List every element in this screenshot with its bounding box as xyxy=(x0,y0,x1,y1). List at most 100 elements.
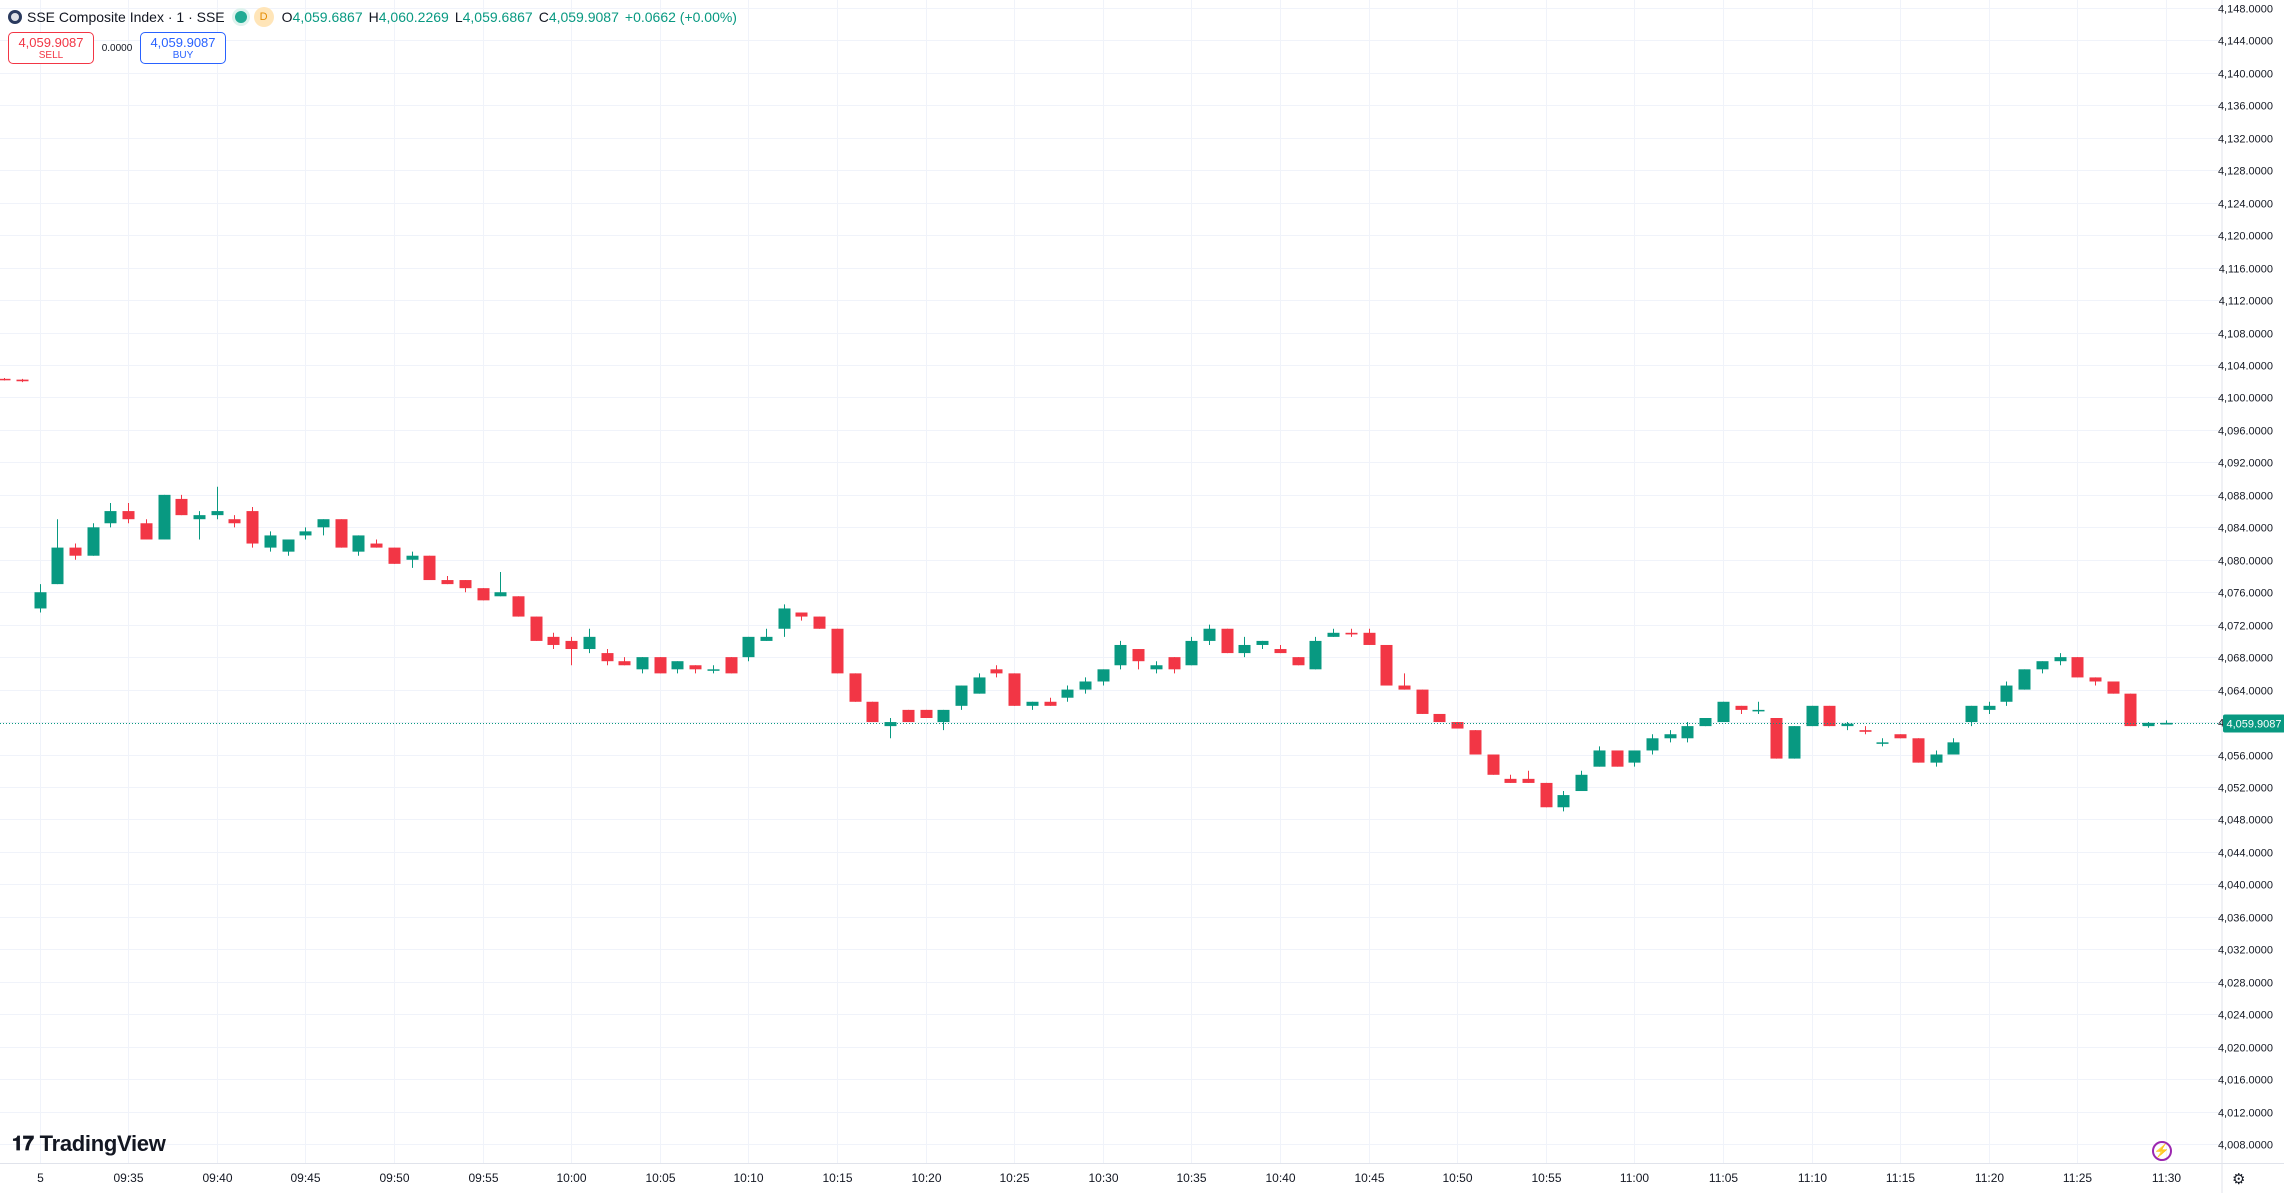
symbol-title[interactable]: SSE Composite Index · 1 · SSE xyxy=(27,9,225,25)
high-value: 4,060.2269 xyxy=(378,9,449,25)
buy-price: 4,059.9087 xyxy=(150,35,216,50)
low-value: 4,059.6867 xyxy=(462,9,533,25)
price-tick-label: 4,112.0000 xyxy=(2219,296,2273,308)
candle-up xyxy=(937,709,950,731)
candle-down xyxy=(1416,689,1429,714)
open-key: O xyxy=(281,9,293,25)
candle-up xyxy=(707,665,720,674)
candle-up xyxy=(317,519,330,536)
candle-body xyxy=(1168,657,1181,670)
candle-body xyxy=(1646,738,1659,751)
time-tick-label: 10:25 xyxy=(999,1171,1029,1185)
candle-body xyxy=(1416,689,1429,714)
candle-up xyxy=(583,628,596,654)
candle-up xyxy=(955,685,968,710)
candle-body xyxy=(1380,644,1393,686)
close-key: C xyxy=(538,9,549,25)
time-tick-label: 11:30 xyxy=(2152,1171,2181,1185)
price-tick-label: 4,012.0000 xyxy=(2218,1108,2273,1120)
candle-down xyxy=(388,547,401,564)
candle-body xyxy=(618,661,631,666)
sell-price: 4,059.9087 xyxy=(18,35,84,50)
candle-down xyxy=(866,701,879,723)
time-axis[interactable]: 5 09:35 09:40 09:45 09:50 09:55 10:00 10:05 10:1… xyxy=(0,1163,2284,1186)
candle-down xyxy=(459,580,472,593)
candle-up xyxy=(1965,705,1978,727)
price-tick-label: 4,036.0000 xyxy=(2218,913,2273,925)
price-tick-label: 4,088.0000 xyxy=(2218,491,2273,503)
candle-down xyxy=(228,515,241,528)
candle-down xyxy=(1823,705,1836,727)
price-tick-label: 4,084.0000 xyxy=(2218,523,2273,535)
candle-up xyxy=(494,571,507,597)
candle-body xyxy=(1628,750,1641,763)
candle-body xyxy=(2036,661,2049,670)
tradingview-logo[interactable]: 𝟏𝟕 TradingView xyxy=(12,1131,166,1157)
open-value: 4,059.6867 xyxy=(292,9,363,25)
candle-body xyxy=(973,677,986,694)
candle-down xyxy=(122,502,135,524)
chart-grid xyxy=(0,0,2222,1163)
buy-button[interactable]: 4,059.9087 BUY xyxy=(140,32,226,64)
candle-up xyxy=(1097,669,1110,686)
candle-up xyxy=(1876,738,1889,747)
candle-body xyxy=(990,669,1003,674)
candle-body xyxy=(264,535,277,548)
candle-down xyxy=(1770,718,1783,759)
candle-down xyxy=(689,665,702,674)
candle-down xyxy=(1859,726,1872,735)
candle-body xyxy=(299,531,312,536)
candle-body xyxy=(1132,649,1145,662)
candle-down xyxy=(813,616,826,629)
sell-button[interactable]: 4,059.9087 SELL xyxy=(8,32,94,64)
candle-down xyxy=(725,657,738,674)
price-tick-label: 4,104.0000 xyxy=(2218,361,2273,373)
candle-down xyxy=(1611,750,1624,767)
price-tick-label: 4,116.0000 xyxy=(2219,264,2273,276)
candle-body xyxy=(583,636,596,650)
candle-up xyxy=(973,673,986,694)
candle-up xyxy=(352,535,365,556)
candle-body xyxy=(671,661,684,670)
candle-down xyxy=(1292,657,1305,666)
candle-up xyxy=(884,718,897,739)
sell-label: SELL xyxy=(38,50,64,61)
candle-body xyxy=(1823,705,1836,727)
candle-body xyxy=(0,378,11,381)
logo-text: TradingView xyxy=(39,1131,166,1156)
time-tick-label: 11:25 xyxy=(2063,1171,2092,1185)
candle-up xyxy=(1026,701,1039,710)
candle-down xyxy=(335,519,348,548)
candle-body xyxy=(2000,685,2013,702)
candle-body xyxy=(1876,742,1889,744)
candle-down xyxy=(1044,697,1057,706)
candle-body xyxy=(1274,649,1287,654)
candle-down xyxy=(654,657,667,674)
candle-body xyxy=(1345,632,1358,635)
market-status[interactable]: D xyxy=(234,7,274,27)
candle-body xyxy=(388,547,401,564)
time-tick-label: 10:40 xyxy=(1265,1171,1295,1185)
candle-body xyxy=(636,657,649,670)
candle-down xyxy=(175,494,188,516)
candle-down xyxy=(246,507,259,548)
candle-body xyxy=(34,592,47,609)
candle-body xyxy=(1522,778,1535,783)
price-tick-label: 4,148.0000 xyxy=(2218,4,2273,16)
candle-body xyxy=(1026,701,1039,706)
delayed-badge[interactable]: D xyxy=(253,7,274,27)
lightning-icon[interactable]: ⚡ xyxy=(2152,1141,2172,1161)
candle-body xyxy=(1061,689,1074,698)
price-tick-label: 4,020.0000 xyxy=(2218,1043,2273,1055)
price-axis[interactable]: 4,148.0000 4,144.0000 4,140.0000 4,136.0000… xyxy=(2218,0,2284,1193)
candle-down xyxy=(990,665,1003,678)
candle-body xyxy=(1770,718,1783,759)
candle-down xyxy=(618,657,631,666)
candle-body xyxy=(760,636,773,641)
price-tick-label: 4,144.0000 xyxy=(2218,36,2273,48)
candle-body xyxy=(1593,750,1606,767)
candle-body xyxy=(1752,709,1765,712)
candle-down xyxy=(16,378,29,383)
gear-icon[interactable]: ⚙ xyxy=(2232,1171,2246,1188)
